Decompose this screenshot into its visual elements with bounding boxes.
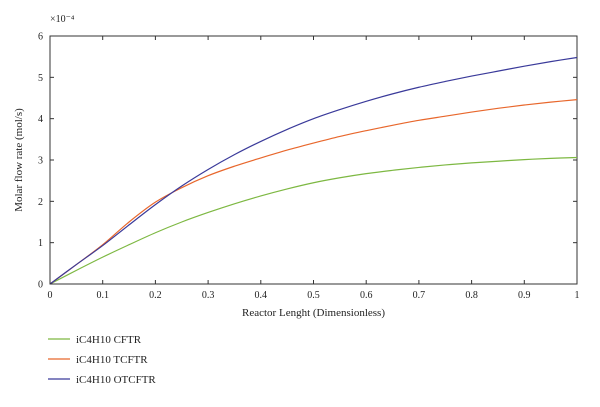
x-tick-label: 0.7 bbox=[413, 290, 426, 301]
x-tick-label: 0.6 bbox=[360, 290, 373, 301]
series-layer bbox=[49, 56, 578, 285]
y-tick-label: 2 bbox=[38, 197, 43, 208]
legend-label-1: iC4H10 CFTR bbox=[76, 334, 142, 346]
x-tick-label: 0.4 bbox=[255, 290, 268, 301]
x-tick-label: 0.5 bbox=[307, 290, 320, 301]
x-tick-label: 0.3 bbox=[202, 290, 215, 301]
legend: iC4H10 CFTR iC4H10 TCFTR iC4H10 OTCFTR bbox=[48, 334, 156, 386]
legend-label-2: iC4H10 TCFTR bbox=[76, 354, 148, 366]
y-tick-label: 6 bbox=[38, 32, 43, 43]
x-tick-label: 0.1 bbox=[96, 290, 109, 301]
y-tick-label: 0 bbox=[38, 280, 43, 291]
plot-area-frame bbox=[49, 35, 578, 285]
x-axis-title: Reactor Lenght (Dimensionless) bbox=[242, 307, 385, 319]
series-line-3 bbox=[49, 56, 578, 285]
ticks-layer: 0 0.1 0.2 0.3 0.4 0.5 0.6 0.7 0.8 0.9 1 0 1 2 3 4 5 6 bbox=[38, 32, 580, 302]
series-line-2 bbox=[49, 99, 578, 285]
y-tick-label: 4 bbox=[38, 114, 43, 125]
y-tick-label: 5 bbox=[38, 73, 43, 84]
x-tick-label: 0.8 bbox=[465, 290, 478, 301]
y-tick-label: 1 bbox=[38, 238, 43, 249]
y-axis-multiplier: ×10⁻⁴ bbox=[50, 14, 75, 25]
y-tick-label: 3 bbox=[38, 156, 43, 167]
legend-label-3: iC4H10 OTCFTR bbox=[76, 374, 156, 386]
y-axis-title: Molar flow rate (mol/s) bbox=[13, 108, 25, 212]
x-tick-label: 0.2 bbox=[149, 290, 162, 301]
x-tick-label: 0 bbox=[48, 290, 53, 301]
x-tick-label: 1 bbox=[575, 290, 580, 301]
series-line-1 bbox=[49, 156, 578, 285]
x-tick-label: 0.9 bbox=[518, 290, 531, 301]
